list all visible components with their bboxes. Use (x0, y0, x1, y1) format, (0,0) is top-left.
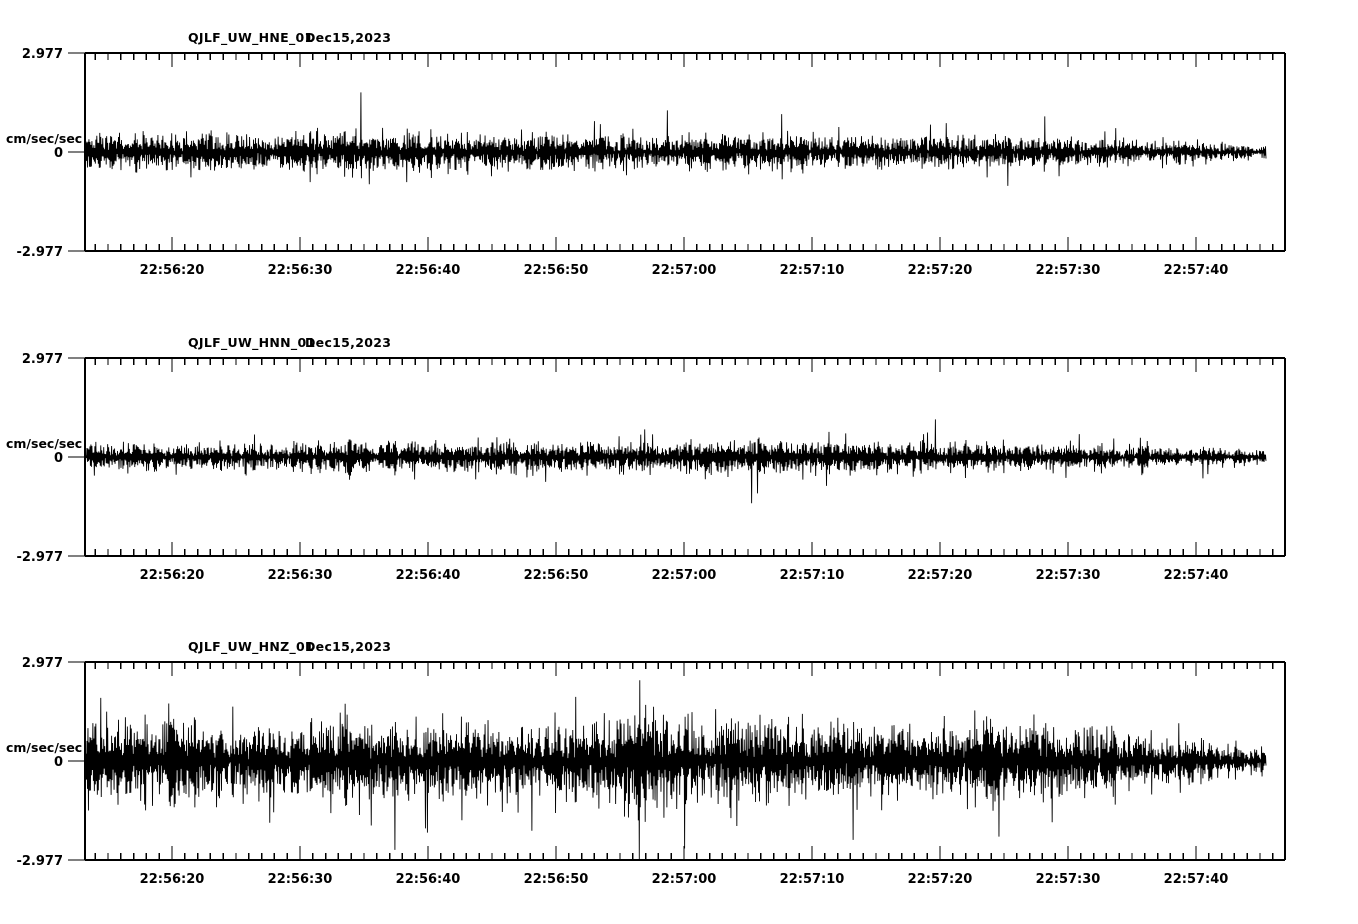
panel-hnz-xtick-label: 22:57:30 (1036, 872, 1101, 887)
panel-hnz-ymin-label: -2.977 (16, 854, 63, 869)
panel-hnz-xtick-label: 22:56:30 (268, 872, 333, 887)
panel-hnn-xtick-label: 22:56:30 (268, 568, 333, 583)
panel-hnz-yaxis-unit-label: cm/sec/sec (6, 740, 82, 755)
panel-hne-xtick-label: 22:57:40 (1164, 263, 1229, 278)
panel-hne: QJLF_UW_HNE_01 Dec15,2023 2.977 cm/sec/sec 0… (0, 0, 1358, 300)
panel-hne-title: QJLF_UW_HNE_01 (188, 30, 314, 46)
panel-hne-ymax-label: 2.977 (22, 47, 63, 62)
panel-hne-date: Dec15,2023 (305, 30, 391, 45)
panel-hnz-xtick-label: 22:57:20 (908, 872, 973, 887)
panel-hnn-ymax-label: 2.977 (22, 352, 63, 367)
panel-hnn-yaxis-unit-label: cm/sec/sec (6, 436, 82, 451)
panel-hnn-title: QJLF_UW_HNN_01 (188, 335, 315, 351)
panel-hnz-xtick-label: 22:57:40 (1164, 872, 1229, 887)
panel-hne-trace (84, 92, 1267, 186)
panel-hne-xtick-label: 22:56:30 (268, 263, 333, 278)
panel-hnn-xtick-label: 22:56:40 (396, 568, 461, 583)
panel-hnz-trace (84, 680, 1267, 861)
panel-hnz-xtick-label: 22:56:40 (396, 872, 461, 887)
panel-hne-xtick-label: 22:57:10 (780, 263, 845, 278)
panel-hnz-xtick-label: 22:56:50 (524, 872, 589, 887)
panel-hnn-x-ticks (94, 358, 1274, 556)
panel-hnn-xtick-label: 22:57:20 (908, 568, 973, 583)
panel-hnz-ymax-label: 2.977 (22, 656, 63, 671)
panel-hnz-ymid-label: 0 (54, 755, 63, 770)
panel-hnn-xtick-label: 22:57:40 (1164, 568, 1229, 583)
panel-hne-ymid-label: 0 (54, 146, 63, 161)
panel-hnz-date: Dec15,2023 (305, 639, 391, 654)
panel-hnn-xtick-label: 22:56:50 (524, 568, 589, 583)
panel-hnz-xtick-label: 22:57:00 (652, 872, 717, 887)
panel-hnn-y-ticks (68, 357, 85, 557)
panel-hnz-xtick-label: 22:57:10 (780, 872, 845, 887)
panel-hnn-ymin-label: -2.977 (16, 550, 63, 565)
panel-hne-xtick-label: 22:57:20 (908, 263, 973, 278)
panel-hnn-xtick-label: 22:57:00 (652, 568, 717, 583)
panel-hnn-ymid-label: 0 (54, 451, 63, 466)
panel-hnn-xtick-label: 22:56:20 (140, 568, 205, 583)
panel-hnn-trace (84, 419, 1267, 504)
panel-hne-xtick-label: 22:56:50 (524, 263, 589, 278)
panel-hnn-xtick-label: 22:57:10 (780, 568, 845, 583)
panel-hnz-title: QJLF_UW_HNZ_01 (188, 639, 314, 655)
panel-hne-yaxis-unit-label: cm/sec/sec (6, 131, 82, 146)
panel-hne-xtick-label: 22:57:30 (1036, 263, 1101, 278)
panel-hnz-y-ticks (68, 661, 85, 861)
panel-hnn-date: Dec15,2023 (305, 335, 391, 350)
panel-hne-xtick-label: 22:57:00 (652, 263, 717, 278)
panel-hnz-x-ticks (94, 662, 1274, 860)
panel-hnz-xtick-label: 22:56:20 (140, 872, 205, 887)
panel-hne-xtick-label: 22:56:20 (140, 263, 205, 278)
panel-hnn-xtick-label: 22:57:30 (1036, 568, 1101, 583)
panel-hnz: QJLF_UW_HNZ_01 Dec15,2023 2.977 cm/sec/sec 0… (0, 609, 1358, 909)
panel-hne-ymin-label: -2.977 (16, 245, 63, 260)
panel-hnn: QJLF_UW_HNN_01 Dec15,2023 2.977 cm/sec/sec 0… (0, 305, 1358, 605)
panel-hne-xtick-label: 22:56:40 (396, 263, 461, 278)
panel-hne-y-ticks (68, 52, 85, 252)
panel-hne-x-ticks (94, 53, 1274, 251)
